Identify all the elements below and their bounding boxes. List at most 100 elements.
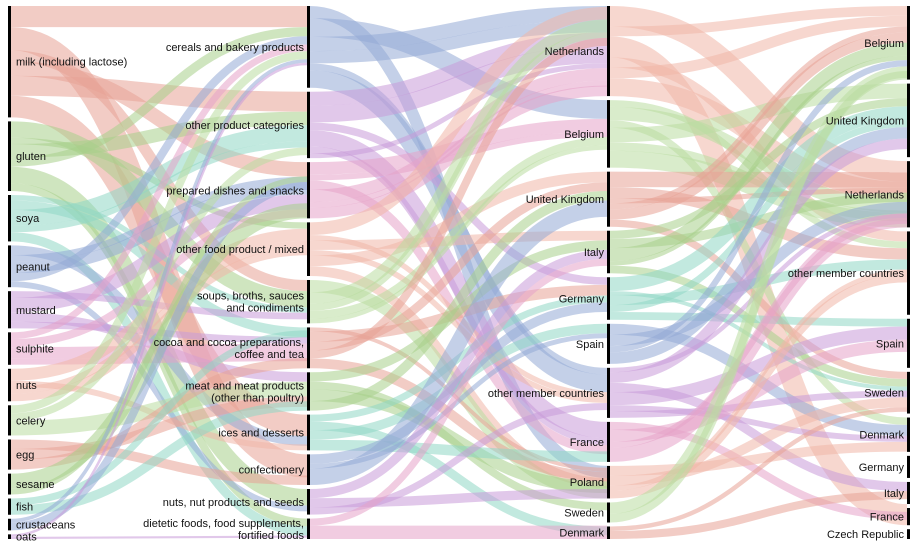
sankey-link xyxy=(309,249,608,499)
sankey-node-bar xyxy=(907,481,910,505)
sankey-node-label: Sweden xyxy=(564,507,604,519)
sankey-node-bar xyxy=(8,498,11,515)
sankey-link xyxy=(609,390,908,418)
sankey-link xyxy=(609,106,908,292)
sankey-link xyxy=(609,70,908,523)
sankey-node-bar xyxy=(307,222,310,276)
sankey-node-bar xyxy=(307,6,310,88)
sankey-link xyxy=(309,145,608,324)
sankey-node-bar xyxy=(907,83,910,158)
sankey-node-label: milk (including lactose) xyxy=(16,57,127,69)
sankey-node-bar xyxy=(907,161,910,228)
sankey-node-label: Denmark xyxy=(559,528,604,540)
sankey-link xyxy=(609,407,908,531)
sankey-link xyxy=(609,6,908,37)
sankey-node-bar xyxy=(8,291,11,329)
sankey-node-bar xyxy=(607,171,610,227)
sankey-node-bar xyxy=(8,368,11,402)
sankey-link xyxy=(609,441,908,476)
sankey-link xyxy=(10,228,308,381)
sankey-link xyxy=(609,213,908,462)
sankey-node-bar xyxy=(907,529,910,539)
sankey-node-bar xyxy=(607,526,610,539)
sankey-node-label: sulphite xyxy=(16,344,54,356)
sankey-node-label: peanut xyxy=(16,261,50,273)
sankey-node-label: cereals and bakery products xyxy=(166,42,305,54)
sankey-node-label: Germany xyxy=(559,294,605,306)
sankey-node-label: Netherlands xyxy=(845,189,905,201)
sankey-link xyxy=(10,396,308,460)
sankey-node-label: gluten xyxy=(16,151,46,163)
sankey-link xyxy=(309,230,608,250)
sankey-node-bar xyxy=(8,439,11,470)
sankey-node-bar xyxy=(8,332,11,365)
sankey-node-label: confectionery xyxy=(239,465,305,477)
sankey-link xyxy=(10,121,308,308)
sankey-link xyxy=(609,127,908,364)
sankey-node-bar xyxy=(8,195,11,242)
sankey-node-label: France xyxy=(570,437,604,449)
sankey-node-label: cocoa and cocoa preparations, coffee and … xyxy=(154,337,305,361)
sankey-node-label: mustard xyxy=(16,305,56,317)
sankey-node-label: Germany xyxy=(859,462,905,474)
sankey-node-label: Poland xyxy=(570,477,604,489)
sankey-link xyxy=(10,176,308,495)
sankey-link xyxy=(609,15,908,79)
sankey-node-bar xyxy=(907,231,910,315)
sankey-link xyxy=(309,30,608,311)
sankey-link xyxy=(609,491,908,539)
sankey-link xyxy=(609,98,908,239)
sankey-link xyxy=(309,171,608,267)
sankey-node-bar xyxy=(307,91,310,159)
sankey-link xyxy=(309,68,608,203)
sankey-links xyxy=(10,5,908,539)
sankey-node-label: Italy xyxy=(884,488,905,500)
sankey-node-label: meat and meat products (other than poultr… xyxy=(185,380,304,404)
sankey-node-label: dietetic foods, food supplements, fortifi… xyxy=(143,518,304,542)
sankey-node-bar xyxy=(907,371,910,414)
sankey-link xyxy=(609,32,908,220)
sankey-node-label: Netherlands xyxy=(545,46,605,58)
sankey-link xyxy=(309,6,608,52)
sankey-link xyxy=(10,330,308,506)
sankey-node-bar xyxy=(8,121,11,192)
sankey-link xyxy=(609,60,908,353)
sankey-link xyxy=(309,200,608,486)
sankey-node-label: Italy xyxy=(584,247,605,259)
sankey-node-bar xyxy=(8,245,11,288)
sankey-link xyxy=(309,439,608,462)
sankey-link xyxy=(609,55,908,266)
sankey-link xyxy=(10,147,308,421)
sankey-node-label: Spain xyxy=(876,338,904,350)
sankey-node-label: sesame xyxy=(16,479,55,491)
sankey-link xyxy=(309,6,608,236)
sankey-node-label: egg xyxy=(16,450,34,462)
sankey-node-label: soya xyxy=(16,213,40,225)
sankey-link xyxy=(10,27,308,167)
sankey-link xyxy=(609,171,908,188)
sankey-node-bar xyxy=(607,367,610,418)
sankey-node-label: nuts xyxy=(16,380,37,392)
sankey-node-label: other food product / mixed xyxy=(176,244,304,256)
sankey-link xyxy=(10,535,308,539)
sankey-link xyxy=(309,137,608,319)
sankey-link xyxy=(10,111,308,158)
sankey-node-bar xyxy=(607,100,610,168)
sankey-link xyxy=(10,176,308,263)
sankey-node-bar xyxy=(307,279,310,324)
sankey-node-label: ices and desserts xyxy=(218,427,304,439)
sankey-link xyxy=(609,326,908,406)
sankey-node-bar xyxy=(907,455,910,478)
sankey-node-label: prepared dishes and snacks xyxy=(166,185,304,197)
sankey-node-label: France xyxy=(870,512,904,524)
sankey-link xyxy=(309,19,608,304)
sankey-link xyxy=(10,62,308,537)
sankey-link xyxy=(10,36,308,282)
sankey-node-label: nuts, nut products and seeds xyxy=(163,497,305,509)
sankey-node-label: Belgium xyxy=(864,38,904,50)
sankey-node-bar xyxy=(8,473,11,495)
sankey-node-bar xyxy=(907,318,910,368)
sankey-node-bar xyxy=(607,230,610,274)
sankey-node-label: United Kingdom xyxy=(526,194,604,206)
